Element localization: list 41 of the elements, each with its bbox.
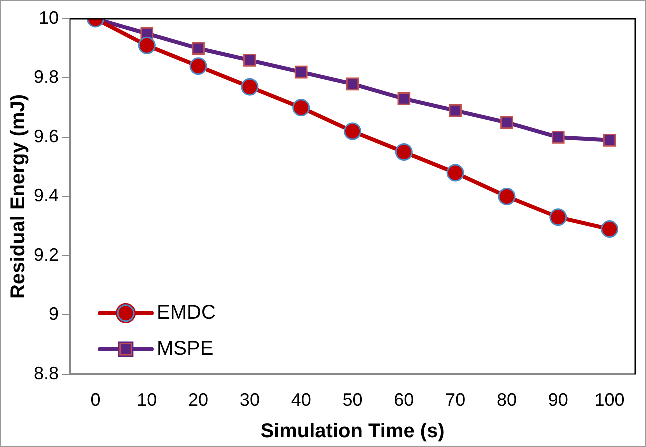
point — [192, 42, 205, 56]
point — [603, 134, 616, 147]
legend-label: MSPE — [157, 338, 214, 360]
x-tick-label: 30 — [240, 390, 260, 410]
legend-label: EMDC — [157, 302, 216, 324]
y-tick-label: 9.4 — [34, 186, 60, 206]
y-tick-label: 9.8 — [34, 67, 60, 88]
x-tick-label: 60 — [394, 390, 414, 410]
point — [601, 220, 619, 238]
x-tick-label: 80 — [496, 390, 517, 410]
point — [449, 104, 462, 118]
point — [550, 208, 568, 226]
point — [498, 188, 516, 206]
x-tick-label: 100 — [594, 390, 625, 410]
point — [344, 122, 362, 140]
point — [395, 144, 413, 162]
point — [244, 54, 256, 67]
x-tick-label: 20 — [188, 390, 209, 410]
y-tick-label: 9.2 — [34, 244, 60, 265]
point — [292, 99, 310, 117]
x-axis-title: Simulation Time (s) — [260, 420, 445, 443]
y-axis-title: Residual Energy (mJ) — [8, 94, 30, 299]
point — [294, 66, 308, 79]
x-tick-label: 70 — [446, 390, 466, 410]
point — [446, 164, 464, 182]
x-tick-label: 50 — [342, 390, 363, 410]
point — [398, 92, 411, 106]
x-tick-label: 10 — [137, 390, 158, 410]
y-tick-label: 9 — [49, 304, 60, 324]
point — [241, 78, 259, 96]
y-tick-label: 10 — [38, 8, 60, 28]
point — [500, 116, 514, 130]
y-tick-label: 9.6 — [34, 126, 60, 146]
y-tick-label: 8.8 — [34, 363, 60, 384]
point — [190, 58, 208, 76]
x-tick-label: 90 — [548, 390, 568, 410]
x-tick-label: 40 — [291, 390, 312, 410]
point — [346, 78, 360, 91]
point — [138, 36, 156, 54]
point — [552, 131, 565, 144]
x-tick-label: 0 — [90, 390, 101, 410]
